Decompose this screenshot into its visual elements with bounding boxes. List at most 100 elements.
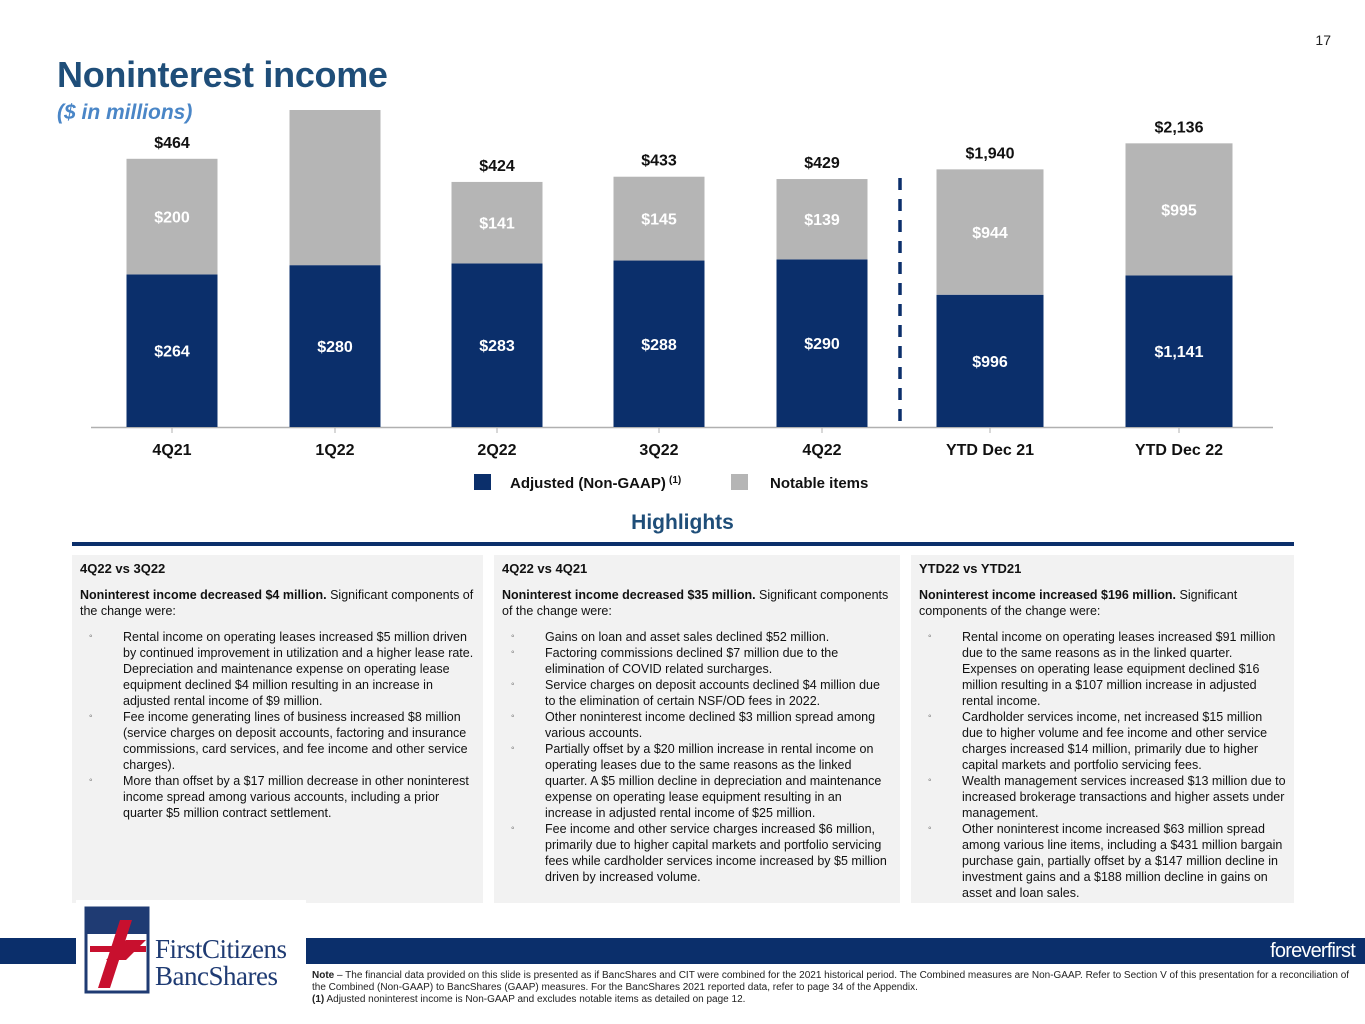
data-label-notable: $139 [804, 212, 840, 229]
bar-notable-3q22 [613, 176, 705, 261]
tagline: foreverfirst [1270, 940, 1356, 962]
x-tick-label: 3Q22 [639, 442, 678, 459]
panel-4q22-vs-3q22: 4Q22 vs 3Q22 Noninterest income decreased… [72, 555, 483, 903]
noninterest-income-chart: $264$200$4644Q21$280$570$8501Q22$283$141… [91, 110, 1273, 492]
legend-label-notable: Notable items [770, 475, 868, 492]
list-item-text: Factoring commissions declined $7 millio… [545, 646, 839, 676]
panel-lead-text: Significant components of the change wer… [502, 588, 889, 618]
footnote-1-line: (1) Adjusted noninterest income is Non-G… [312, 994, 1352, 1006]
data-label-total: $464 [154, 135, 190, 152]
data-label-adjusted: $288 [641, 337, 677, 354]
data-label-adjusted: $280 [317, 339, 353, 356]
data-label-total: $429 [804, 155, 840, 172]
bullet-icon: ◦ [511, 679, 515, 690]
list-item-text: Partially offset by a $20 million increa… [545, 742, 882, 820]
bar-notable-1q22 [289, 110, 381, 266]
list-item: ◦ More than offset by a $17 million decre… [80, 773, 475, 821]
panel-lead: Noninterest income decreased $35 million… [502, 587, 892, 619]
panel-lead-bold: Noninterest income decreased $4 million. [80, 588, 327, 602]
data-label-notable: $944 [972, 225, 1008, 242]
page-number: 17 [1315, 32, 1331, 48]
data-label-adjusted: $264 [154, 344, 190, 361]
panel-lead: Noninterest income increased $196 millio… [919, 587, 1286, 619]
bar-notable-ytd-dec-22 [1125, 143, 1233, 276]
legend-label-adjusted: Adjusted (Non-GAAP) [510, 475, 666, 492]
bullet-icon: ◦ [89, 631, 93, 642]
data-label-adjusted: $290 [804, 336, 840, 353]
bar-adjusted-2q22 [451, 263, 543, 427]
list-item: ◦ Other noninterest income increased $63 … [919, 821, 1286, 901]
list-item: ◦ Service charges on deposit accounts dec… [502, 677, 892, 709]
note-line: Note – The financial data provided on th… [312, 970, 1352, 994]
bar-adjusted-ytd-dec-21 [936, 294, 1044, 427]
list-item: ◦ Wealth management services increased $1… [919, 773, 1286, 821]
data-label-total: $1,940 [966, 145, 1015, 162]
list-item-text: Cardholder services income, net increase… [962, 710, 1268, 772]
list-item: ◦ Rental income on operating leases incre… [80, 629, 475, 709]
footnote-1-text: Adjusted noninterest income is Non-GAAP … [324, 994, 746, 1005]
panel-bullet-list: ◦ Rental income on operating leases incre… [80, 629, 475, 821]
highlights-divider [72, 542, 1294, 546]
panel-lead-bold: Noninterest income increased $196 millio… [919, 588, 1177, 602]
bar-notable-2q22 [451, 181, 543, 264]
logo-line-2: BancShares [155, 961, 278, 991]
list-item-text: Rental income on operating leases increa… [962, 630, 1276, 708]
data-label-total: $424 [479, 158, 515, 175]
x-tick-label: 4Q21 [152, 442, 191, 459]
list-item-text: Rental income on operating leases increa… [123, 630, 474, 708]
data-label-adjusted: $283 [479, 338, 515, 355]
list-item: ◦ Gains on loan and asset sales declined … [502, 629, 892, 645]
x-tick-label: 2Q22 [477, 442, 516, 459]
panel-ytd22-vs-ytd21: YTD22 vs YTD21 Noninterest income increas… [911, 555, 1294, 903]
bullet-icon: ◦ [511, 743, 515, 754]
bar-adjusted-4q21 [126, 274, 218, 427]
page-subtitle: ($ in millions) [57, 101, 193, 124]
bullet-icon: ◦ [511, 647, 515, 658]
logo-line-1: FirstCitizens [155, 934, 287, 964]
bar-notable-4q21 [126, 158, 218, 275]
data-label-total: $2,136 [1155, 119, 1204, 136]
data-label-notable: $145 [641, 212, 677, 229]
footnote: Note – The financial data provided on th… [312, 970, 1352, 1006]
logo-flag-icon [84, 906, 150, 994]
footnote-1-label: (1) [312, 994, 325, 1005]
list-item-text: Service charges on deposit accounts decl… [545, 678, 880, 708]
bar-adjusted-4q22 [776, 259, 868, 427]
bullet-icon: ◦ [511, 823, 515, 834]
page-title: Noninterest income [57, 54, 388, 95]
list-item: ◦ Other noninterest income declined $3 mi… [502, 709, 892, 741]
bullet-icon: ◦ [89, 775, 93, 786]
panel-heading: 4Q22 vs 3Q22 [80, 561, 166, 576]
list-item: ◦ Fee income and other service charges in… [502, 821, 892, 885]
list-item-text: Gains on loan and asset sales declined $… [545, 630, 830, 644]
panel-lead-bold: Noninterest income decreased $35 million… [502, 588, 756, 602]
data-label-notable: $200 [154, 210, 190, 227]
bar-notable-4q22 [776, 179, 868, 260]
panel-heading: YTD22 vs YTD21 [919, 561, 1022, 576]
list-item-text: Fee income generating lines of business … [123, 710, 468, 772]
bar-adjusted-1q22 [289, 265, 381, 427]
list-item-text: Other noninterest income increased $63 m… [962, 822, 1283, 900]
logo: FirstCitizens BancShares [76, 900, 306, 1000]
list-item-text: Other noninterest income declined $3 mil… [545, 710, 876, 740]
list-item: ◦ Partially offset by a $20 million incre… [502, 741, 892, 821]
note-text: – The financial data provided on this sl… [312, 970, 1350, 993]
list-item-text: Fee income and other service charges inc… [545, 822, 887, 884]
logo-text: FirstCitizens BancShares [155, 936, 287, 990]
panel-heading: 4Q22 vs 4Q21 [502, 561, 588, 576]
legend-swatch-notable [731, 474, 748, 490]
bullet-icon: ◦ [511, 631, 515, 642]
data-label-total: $433 [641, 153, 677, 170]
highlights-title: Highlights [631, 511, 734, 534]
x-tick-label: YTD Dec 22 [1135, 442, 1223, 459]
list-item: ◦ Rental income on operating leases incre… [919, 629, 1286, 709]
legend-footnote-marker: (1) [669, 475, 681, 486]
panel-bullet-list: ◦ Gains on loan and asset sales declined … [502, 629, 892, 885]
data-label-adjusted: $996 [972, 354, 1008, 371]
x-tick-label: 1Q22 [315, 442, 354, 459]
bullet-icon: ◦ [89, 711, 93, 722]
list-item-text: Wealth management services increased $13… [962, 774, 1286, 820]
panel-lead-text: Significant components of the change wer… [919, 588, 1238, 618]
data-label-notable: $995 [1161, 202, 1197, 219]
note-label: Note [312, 970, 335, 981]
